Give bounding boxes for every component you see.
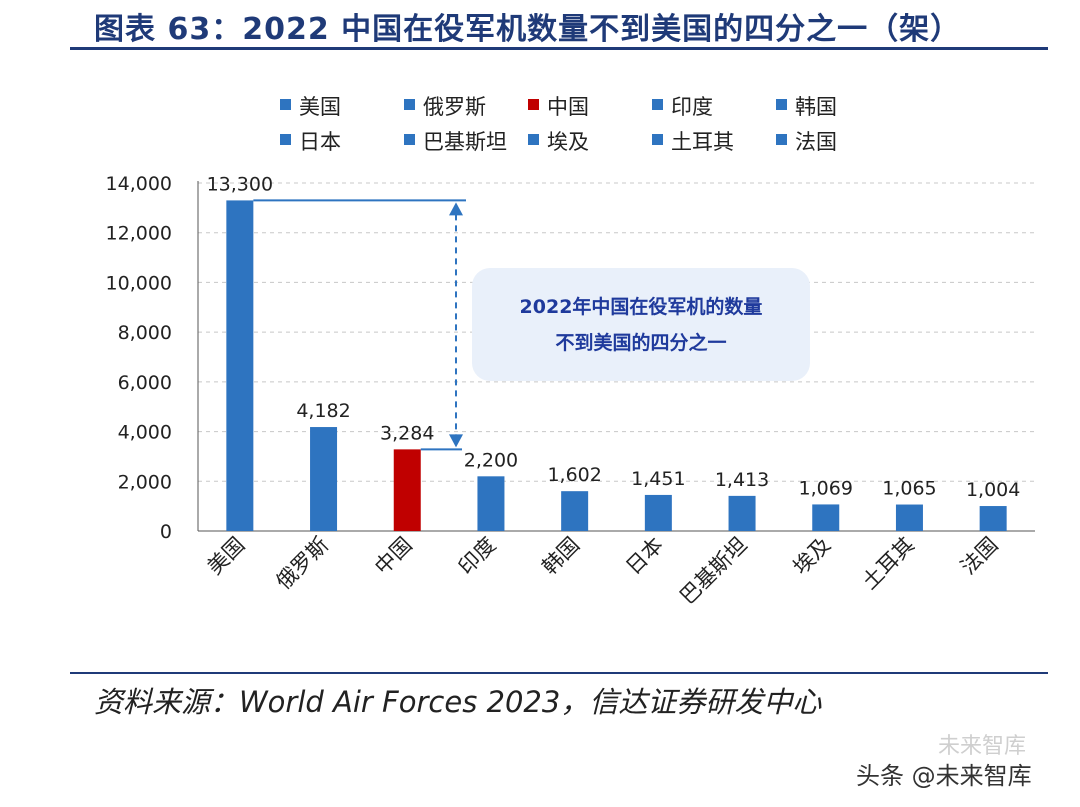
legend-label: 日本 <box>299 130 341 154</box>
legend-swatch <box>528 99 539 110</box>
x-tick-label: 巴基斯坦 <box>675 533 751 609</box>
bar <box>310 427 338 531</box>
y-tick-label: 4,000 <box>118 422 172 444</box>
data-label: 1,451 <box>631 468 685 490</box>
data-label: 2,200 <box>464 449 518 471</box>
legend-label: 土耳其 <box>671 130 734 154</box>
legend-label: 巴基斯坦 <box>423 130 507 154</box>
bar <box>226 200 254 531</box>
legend-swatch <box>776 134 787 145</box>
legend-swatch <box>280 134 291 145</box>
legend-label: 俄罗斯 <box>423 95 486 119</box>
bar <box>477 476 505 531</box>
data-label: 1,069 <box>799 477 853 499</box>
bar <box>812 504 840 531</box>
grid-lines <box>198 182 1035 482</box>
legend-swatch <box>404 134 415 145</box>
x-tick-label: 土耳其 <box>857 533 919 595</box>
legend-label: 印度 <box>671 95 713 119</box>
y-tick-label: 0 <box>160 521 172 543</box>
x-tick-label: 韩国 <box>538 533 585 580</box>
bar <box>895 504 923 531</box>
legend-label: 埃及 <box>547 130 589 154</box>
source-divider <box>70 672 1048 674</box>
watermark: 头条 @未来智库 <box>856 762 1032 790</box>
title-divider <box>70 47 1048 50</box>
y-tick-label: 6,000 <box>118 372 172 394</box>
legend-label: 法国 <box>795 130 837 154</box>
data-label: 4,182 <box>296 400 350 422</box>
x-tick-label: 印度 <box>454 533 501 580</box>
data-label: 13,300 <box>207 173 273 195</box>
bar <box>644 494 672 531</box>
y-tick-label: 12,000 <box>106 223 172 245</box>
legend-swatch <box>528 134 539 145</box>
legend-swatch <box>404 99 415 110</box>
arrow-head-down <box>449 434 463 448</box>
x-tick-label: 埃及 <box>789 533 836 580</box>
data-label: 1,413 <box>715 469 769 491</box>
legend-swatch <box>776 99 787 110</box>
source-note: 资料来源：World Air Forces 2023，信达证券研发中心 <box>94 685 822 719</box>
y-tick-label: 14,000 <box>106 173 172 195</box>
x-tick-label: 日本 <box>621 533 668 580</box>
annotation-text: 2022年中国在役军机的数量 <box>520 295 763 318</box>
legend-label: 美国 <box>299 95 341 119</box>
arrow-head-up <box>449 202 463 216</box>
y-tick-label: 2,000 <box>118 471 172 493</box>
data-label: 1,602 <box>547 464 601 486</box>
y-tick-label: 8,000 <box>118 322 172 344</box>
bar <box>728 495 756 531</box>
legend-label: 韩国 <box>795 95 837 119</box>
annotation-text: 不到美国的四分之一 <box>555 331 726 354</box>
x-tick-label: 俄罗斯 <box>272 533 334 595</box>
legend-swatch <box>652 134 663 145</box>
annotation-box <box>472 268 810 381</box>
bars: 13,300 4,182 3,284 2,200 1,602 1,451 1,413 1,06… <box>207 173 1020 531</box>
bar <box>979 506 1007 531</box>
legend-swatch <box>280 99 291 110</box>
watermark-ghost: 未来智库 <box>938 734 1027 759</box>
y-tick-label: 10,000 <box>106 272 172 294</box>
bar <box>561 491 589 531</box>
x-tick-label: 美国 <box>203 533 250 580</box>
bar-chart: 0 2,000 4,000 6,000 8,000 10,000 12,000 14,000 美… <box>106 95 1035 609</box>
data-label: 3,284 <box>380 422 434 444</box>
legend-label: 中国 <box>547 95 589 119</box>
chart-title: 图表 63：2022 中国在役军机数量不到美国的四分之一（架） <box>94 12 962 47</box>
legend-swatch <box>652 99 663 110</box>
data-label: 1,065 <box>882 478 936 500</box>
data-label: 1,004 <box>966 479 1020 501</box>
x-tick-label: 中国 <box>370 533 417 580</box>
x-tick-label: 法国 <box>956 533 1003 580</box>
bar <box>393 449 421 531</box>
